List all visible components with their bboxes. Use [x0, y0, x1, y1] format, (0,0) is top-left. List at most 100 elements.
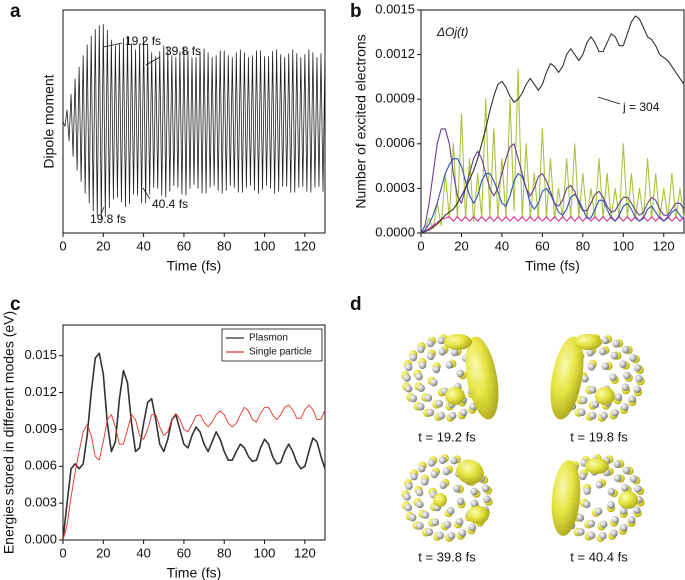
atom	[404, 363, 413, 372]
atom	[610, 351, 619, 360]
x-tick-label: 80	[217, 545, 231, 560]
x-axis-title: Time (fs)	[167, 258, 222, 274]
atom	[418, 361, 427, 369]
y-tick-label: 0.000	[24, 531, 57, 546]
atom	[409, 353, 418, 362]
data-line	[62, 352, 326, 541]
y-tick-label: 0.012	[24, 384, 57, 399]
atom	[416, 500, 424, 509]
y-tick-label: 0.0000	[375, 224, 415, 239]
atom	[622, 466, 631, 475]
atom	[587, 519, 596, 528]
x-tick-label: 0	[417, 238, 424, 253]
atom	[629, 354, 637, 362]
atom	[633, 506, 641, 515]
charge-isosurface	[551, 460, 581, 536]
atom	[445, 361, 454, 369]
atom	[437, 336, 446, 345]
atom	[430, 470, 439, 479]
atom	[613, 474, 622, 482]
atom	[576, 514, 585, 522]
atom	[426, 339, 435, 348]
atom	[446, 507, 455, 515]
x-tick-label: 20	[454, 238, 468, 253]
atom	[588, 386, 597, 394]
atom	[598, 347, 607, 356]
atom	[633, 364, 642, 372]
atom	[483, 495, 491, 503]
annotation-arrow	[103, 42, 123, 48]
y-tick-label: 0.0003	[375, 180, 415, 195]
atom	[621, 345, 630, 354]
atom	[633, 385, 642, 394]
y-axis-title: Dipole moment	[41, 74, 57, 168]
charge-isosurface	[465, 336, 499, 420]
atom	[591, 400, 600, 409]
x-tick-label: 20	[96, 545, 110, 560]
x-axis-title: Time (fs)	[525, 258, 580, 274]
atom	[443, 520, 452, 529]
atom	[601, 336, 610, 345]
atom	[607, 487, 616, 496]
atom	[607, 501, 615, 509]
annotation: ΔOj(t)	[436, 25, 468, 39]
x-axis-title: Time (fs)	[167, 565, 222, 580]
atom	[431, 518, 440, 526]
annotation-arrow	[597, 96, 621, 105]
atom	[628, 395, 637, 403]
atom	[470, 487, 478, 496]
annotation-arrow	[100, 206, 105, 215]
panel-label: b	[350, 1, 362, 22]
atom	[620, 523, 628, 532]
atom	[611, 409, 619, 417]
legend-box	[221, 328, 323, 362]
atom	[416, 402, 425, 411]
atom	[470, 499, 479, 508]
atom	[578, 408, 586, 417]
x-tick-label: 40	[495, 238, 509, 253]
atom	[582, 500, 591, 509]
atom	[623, 371, 631, 380]
atom	[620, 403, 629, 411]
x-tick-label: 0	[59, 545, 66, 560]
x-tick-label: 100	[254, 545, 276, 560]
atom	[579, 396, 588, 405]
atom	[635, 374, 643, 383]
x-tick-label: 100	[612, 238, 634, 253]
atom	[601, 362, 610, 370]
charge-isosurface	[585, 458, 609, 474]
y-tick-label: 0.009	[24, 421, 57, 436]
y-tick-label: 0.015	[24, 347, 57, 362]
y-tick-label: 0.003	[24, 495, 57, 510]
data-line	[62, 404, 326, 541]
x-tick-label: 80	[217, 238, 231, 253]
atom	[614, 393, 623, 401]
atom	[416, 522, 424, 530]
y-tick-label: 0.006	[24, 458, 57, 473]
atom	[425, 528, 434, 536]
x-tick-label: 20	[96, 238, 110, 253]
atom	[448, 411, 457, 420]
atom	[403, 493, 411, 501]
atom	[458, 529, 467, 537]
x-tick-label: 40	[136, 238, 150, 253]
legend-label: Single particle	[249, 347, 312, 358]
atom	[427, 459, 436, 467]
x-tick-label: 120	[294, 545, 316, 560]
atom	[611, 515, 620, 524]
atom	[456, 497, 465, 506]
data-line	[62, 24, 326, 219]
x-tick-label: 120	[653, 238, 675, 253]
charge-isosurface	[467, 506, 489, 524]
atom	[621, 383, 630, 392]
atom	[459, 408, 468, 417]
image-caption: t = 19.2 fs	[418, 429, 476, 444]
atom	[417, 384, 425, 393]
atom	[634, 485, 642, 493]
atom	[436, 531, 444, 540]
charge-isosurface	[595, 387, 615, 405]
atom	[435, 399, 444, 408]
atom	[578, 472, 587, 481]
panel-label: c	[10, 294, 21, 315]
atom	[437, 411, 446, 420]
